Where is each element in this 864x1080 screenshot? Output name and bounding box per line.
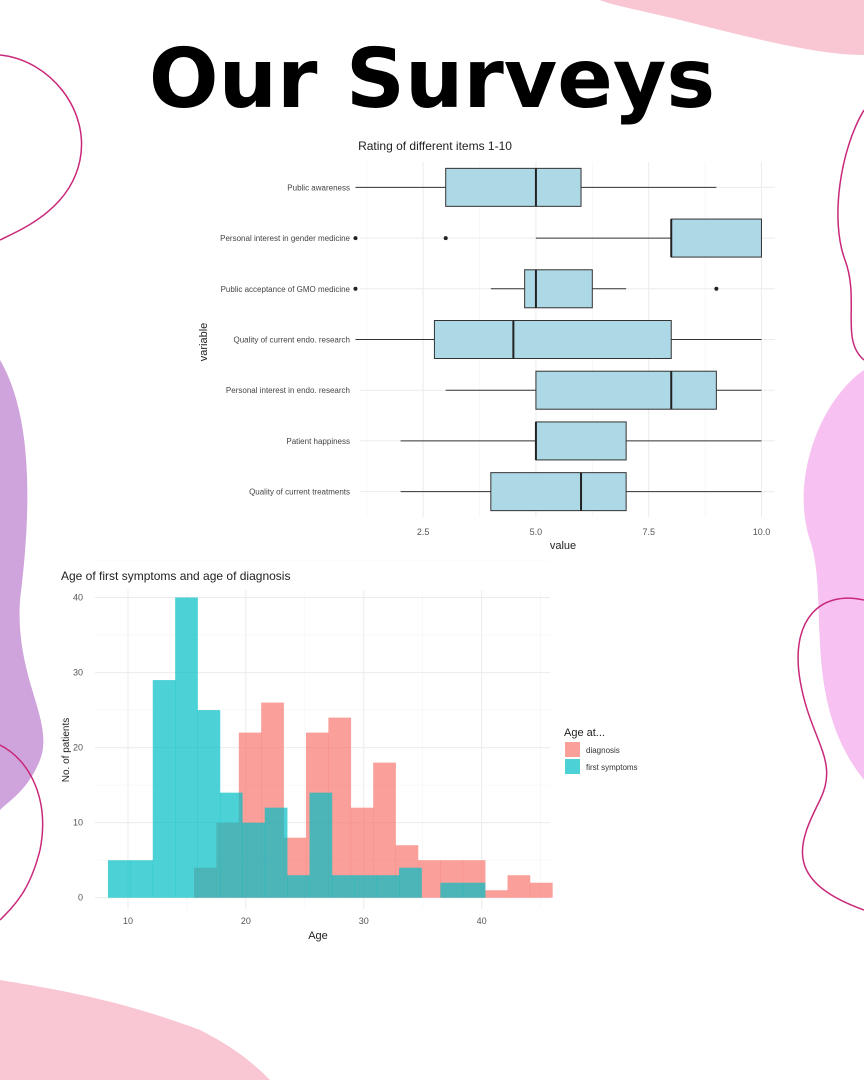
y-tick-label: Personal interest in gender medicine bbox=[220, 234, 350, 243]
outline-curve-top-left bbox=[0, 54, 83, 241]
rating-boxplot-chart: Rating of different items 1-10 2.5 5.0 7.5 1… bbox=[198, 139, 775, 552]
y-axis-label: No. of patients bbox=[61, 718, 72, 782]
outline-curve-right-lower bbox=[797, 597, 864, 911]
histogram-bar bbox=[328, 717, 352, 898]
outlier-point bbox=[353, 236, 358, 241]
histogram-bar bbox=[354, 875, 378, 898]
y-tick-label: 10 bbox=[73, 818, 83, 828]
histogram-bar bbox=[417, 860, 441, 898]
page-title: Our Surveys bbox=[148, 32, 716, 127]
x-tick-label: 20 bbox=[241, 916, 251, 926]
pink-blob-top-right bbox=[600, 0, 864, 55]
box bbox=[670, 218, 762, 258]
histogram-bar bbox=[399, 867, 422, 898]
age-histogram-chart: Age of first symptoms and age of diagnos… bbox=[61, 560, 638, 942]
histogram-bar bbox=[376, 875, 400, 898]
legend-label: diagnosis bbox=[586, 746, 620, 755]
box bbox=[433, 320, 672, 359]
x-tick-label: 7.5 bbox=[642, 527, 655, 537]
x-tick-label: 40 bbox=[477, 916, 487, 926]
box bbox=[490, 472, 627, 512]
y-tick-label: 30 bbox=[73, 668, 83, 678]
histogram-bar bbox=[107, 860, 131, 898]
violet-blob-left bbox=[0, 360, 44, 810]
histogram-bar bbox=[287, 875, 310, 898]
histogram-bar bbox=[175, 597, 198, 898]
x-tick-label: 30 bbox=[359, 916, 369, 926]
box bbox=[535, 421, 627, 461]
pink-blob-bottom-left bbox=[0, 980, 270, 1080]
chart-title: Rating of different items 1-10 bbox=[358, 139, 512, 153]
histogram-bar bbox=[309, 792, 333, 898]
legend-label: first symptoms bbox=[586, 763, 638, 772]
histogram-bar bbox=[529, 882, 553, 898]
outline-curve-left-lower bbox=[0, 744, 44, 921]
magenta-blob-right bbox=[803, 370, 864, 780]
x-tick-label: 2.5 bbox=[417, 527, 430, 537]
y-axis-label: variable bbox=[198, 323, 210, 362]
histogram-bar bbox=[507, 875, 531, 898]
x-axis-label: value bbox=[550, 540, 576, 552]
chart-title: Age of first symptoms and age of diagnos… bbox=[61, 569, 290, 583]
y-tick-label: Public acceptance of GMO medicine bbox=[221, 285, 351, 294]
legend-swatch bbox=[565, 742, 580, 757]
histogram-bar bbox=[152, 680, 176, 898]
y-tick-label: Quality of current endo. research bbox=[233, 336, 350, 345]
x-tick-label: 10.0 bbox=[753, 527, 771, 537]
outlier-point bbox=[714, 286, 719, 291]
x-tick-label: 10 bbox=[123, 916, 133, 926]
box bbox=[535, 370, 717, 410]
histogram-bar bbox=[331, 875, 355, 898]
box bbox=[445, 167, 582, 207]
histogram-bar bbox=[440, 882, 464, 898]
histogram-bar bbox=[485, 890, 508, 898]
histogram-bar bbox=[219, 792, 243, 898]
y-tick-label: 40 bbox=[73, 593, 83, 603]
box bbox=[524, 269, 593, 309]
histogram-bar bbox=[264, 807, 288, 898]
outline-curve-right bbox=[837, 109, 864, 361]
histogram-bar bbox=[197, 710, 221, 898]
y-tick-label: Patient happiness bbox=[286, 437, 350, 446]
y-tick-label: Public awareness bbox=[287, 183, 350, 192]
x-axis-label: Age bbox=[308, 930, 328, 942]
y-tick-label: 20 bbox=[73, 743, 83, 753]
y-tick-label: Personal interest in endo. research bbox=[226, 386, 350, 395]
y-tick-label: Quality of current treatments bbox=[249, 488, 350, 497]
histogram-bar bbox=[130, 860, 154, 898]
legend-title: Age at... bbox=[564, 727, 605, 739]
outlier-point bbox=[443, 236, 448, 241]
legend-swatch bbox=[565, 759, 580, 774]
y-tick-label: 0 bbox=[78, 893, 83, 903]
histogram-bar bbox=[373, 762, 396, 898]
histogram-bar bbox=[462, 882, 486, 898]
histogram-bar bbox=[242, 822, 266, 898]
outlier-point bbox=[353, 286, 358, 291]
x-tick-label: 5.0 bbox=[530, 527, 543, 537]
